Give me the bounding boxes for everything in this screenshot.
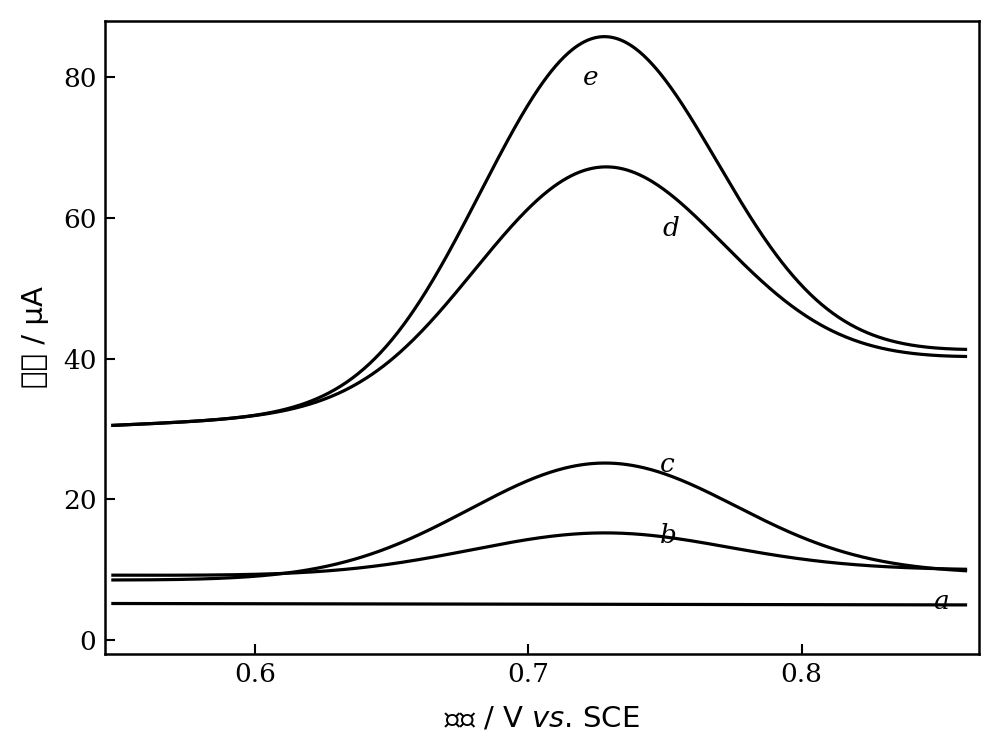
Text: d: d — [662, 216, 679, 241]
Text: b: b — [659, 523, 676, 548]
X-axis label: 电位 / V $\mathit{vs}$. SCE: 电位 / V $\mathit{vs}$. SCE — [444, 704, 640, 732]
Text: a: a — [933, 589, 948, 614]
Text: e: e — [583, 65, 599, 90]
Text: c: c — [659, 452, 674, 477]
Y-axis label: 电流 / μA: 电流 / μA — [21, 287, 49, 389]
